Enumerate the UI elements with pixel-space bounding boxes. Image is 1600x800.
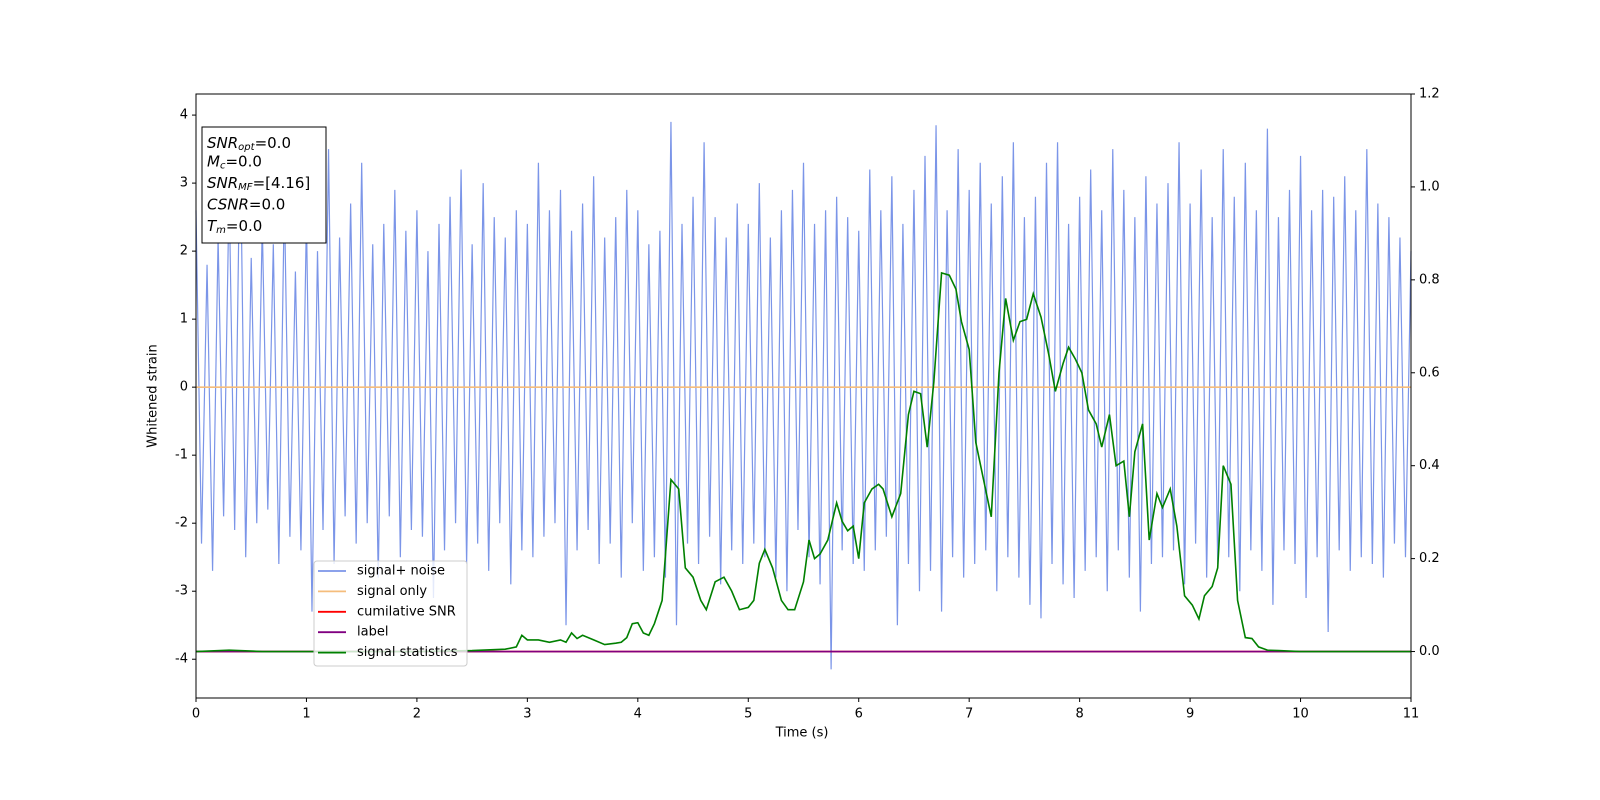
annotation-line: CSNR=0.0 [207,195,285,213]
x-tick-label: 6 [855,707,863,722]
annotation-value: =0.0 [226,217,262,235]
y-tick-label: 0 [180,380,188,395]
x-tick-label: 9 [1186,707,1194,722]
x-tick-label: 4 [634,707,642,722]
legend-label: cumilative SNR [357,604,456,619]
x-tick-label: 10 [1292,707,1309,722]
legend-label: signal only [357,584,427,599]
annotation-symbol: CSNR [207,195,249,213]
x-tick-label: 5 [744,707,752,722]
x-tick-label: 11 [1403,707,1420,722]
y-tick-label: 1 [180,312,188,327]
y-tick-label: 2 [180,244,188,259]
y2-tick-label: 0.0 [1419,644,1440,659]
legend-label: label [357,625,388,640]
y2-tick-label: 0.6 [1419,365,1440,380]
x-tick-label: 2 [413,707,421,722]
y-tick-label: -4 [175,652,188,667]
x-tick-label: 1 [302,707,310,722]
annotation-line: SNRMF=[4.16] [207,174,310,194]
annotation-value: =0.0 [225,152,261,170]
annotation-subscript: m [216,225,226,236]
y2-tick-label: 1.0 [1419,179,1440,194]
annotation-subscript: opt [238,142,255,153]
x-tick-label: 3 [523,707,531,722]
y-tick-label: -2 [175,516,188,531]
annotation-symbol: T [207,217,218,235]
series-line [195,271,1411,653]
annotation-symbol: SNR [207,134,238,152]
plot-frame [195,93,1412,699]
y-tick-label: 3 [180,176,188,191]
annotation-subscript: c [220,161,226,172]
series-line [195,121,1412,670]
x-tick-label: 8 [1075,707,1083,722]
annotation-symbol: SNR [207,174,238,192]
y2-tick-label: 0.2 [1419,551,1440,566]
annotation-line: Mc=0.0 [207,152,262,172]
annotation-value: =0.0 [255,134,291,152]
x-tick-label: 0 [192,707,200,722]
annotation-value: =[4.16] [253,174,311,192]
legend-label: signal statistics [357,645,458,660]
legend-box [313,560,468,667]
y-axis-label: Whitened strain [146,344,161,447]
annotation-symbol: M [207,152,220,170]
annotation-line: Tm=0.0 [207,217,262,237]
y2-tick-label: 0.4 [1419,458,1440,473]
y-tick-label: 4 [180,108,188,123]
y2-tick-label: 1.2 [1419,87,1440,102]
annotation-value: =0.0 [249,195,285,213]
x-axis-label: Time (s) [775,726,829,741]
annotation-box [201,126,327,244]
annotation-subscript: MF [238,182,253,193]
x-tick-label: 7 [965,707,973,722]
y-tick-label: -3 [175,584,188,599]
y2-tick-label: 0.8 [1419,272,1440,287]
annotation-line: SNRopt=0.0 [207,134,291,154]
legend-label: signal+ noise [357,564,445,579]
y-tick-label: -1 [175,448,188,463]
